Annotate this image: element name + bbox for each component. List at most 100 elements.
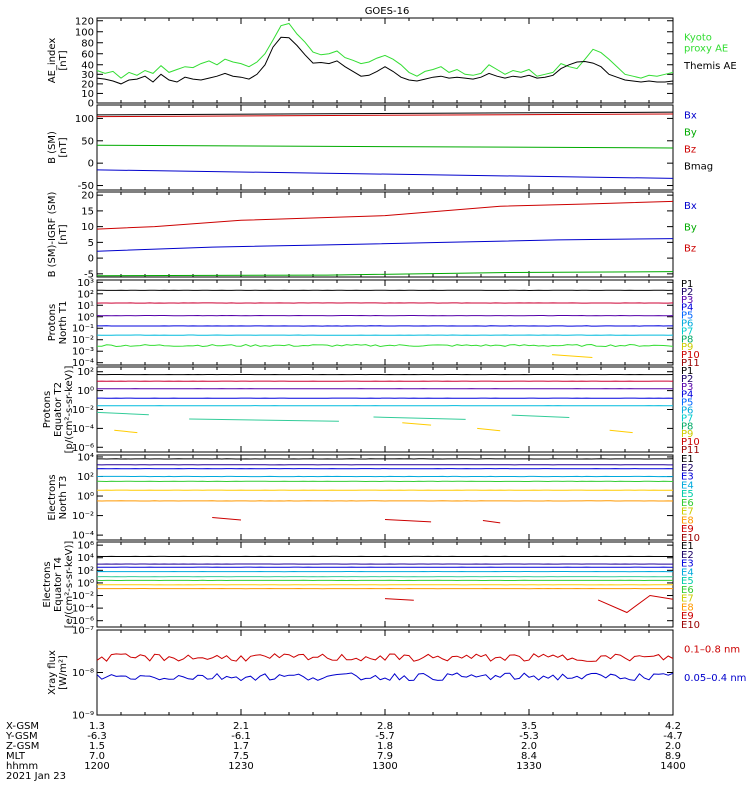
series-p9-segment xyxy=(552,354,593,359)
y-tick-label: 10⁶ xyxy=(77,541,94,552)
panel-frame xyxy=(96,279,674,366)
legend-label: P8 xyxy=(681,421,693,432)
legend-label: Kyoto proxy AE xyxy=(684,33,728,55)
legend-label: E4 xyxy=(681,567,694,578)
legend-label: P7 xyxy=(681,326,693,337)
y-tick-label: 10³ xyxy=(77,278,94,289)
panel-6: 10⁻⁴ 10⁻² 10⁰ 10² 10⁴ ElectronsNorth T3 E1E2E3… xyxy=(47,452,700,544)
legend-label: E8 xyxy=(681,602,694,613)
y-axis-label: Xray flux[W/m²] xyxy=(47,650,69,695)
legend-label: E9 xyxy=(681,524,694,535)
y-tick-label: 10⁻⁴ xyxy=(72,531,94,542)
legend-label: E3 xyxy=(681,472,694,483)
legend-label: P4 xyxy=(681,390,693,401)
y-tick-label: 10² xyxy=(77,472,94,483)
x-axis-tick-label: -6.3 xyxy=(87,731,107,742)
series-p6-segment xyxy=(96,411,149,416)
y-tick-label: 0 xyxy=(88,159,94,170)
legend-label: P10 xyxy=(681,437,700,448)
plot-title: GOES-16 xyxy=(365,6,410,17)
series-by xyxy=(96,271,674,277)
y-tick-label: 10⁻⁶ xyxy=(72,443,94,454)
y-tick-label: 10 xyxy=(81,222,94,233)
legend-label: E1 xyxy=(681,541,694,552)
legend-label: Themis AE xyxy=(683,61,737,72)
y-tick-label: 10⁻² xyxy=(72,511,94,522)
legend-label: Bx xyxy=(684,111,697,122)
x-axis-tick-label: 7.5 xyxy=(233,751,249,762)
y-tick-label: 10⁻¹ xyxy=(72,324,94,335)
x-axis-tick-label: 2.0 xyxy=(665,741,681,752)
y-axis-label: ElectronsNorth T3 xyxy=(47,474,69,520)
legend-label: By xyxy=(684,128,697,139)
legend-label: Bx xyxy=(684,201,697,212)
series-bmag xyxy=(96,111,674,116)
y-tick-label: 10¹ xyxy=(77,301,94,312)
panel-frame xyxy=(96,629,674,716)
legend-label: By xyxy=(684,222,697,233)
panel-frame xyxy=(96,454,674,541)
legend-label: P2 xyxy=(681,287,693,298)
x-axis-tick-label: -5.7 xyxy=(375,731,395,742)
y-tick-label: 10² xyxy=(77,566,94,577)
legend-label: E2 xyxy=(681,463,694,474)
y-tick-label: 20 xyxy=(81,191,94,202)
x-axis-tick-label: 1400 xyxy=(660,761,685,772)
legend-label: E2 xyxy=(681,550,694,561)
y-tick-label: 10⁻² xyxy=(72,335,94,346)
y-axis-label: B (SM)-IGRF (SM)[nT] xyxy=(47,192,69,278)
series-bz xyxy=(96,200,674,230)
y-tick-label: 10⁻⁸ xyxy=(72,668,94,679)
legend-label: P8 xyxy=(681,334,693,345)
legend-label: P7 xyxy=(681,413,693,424)
x-axis-tick-label: 2.8 xyxy=(377,721,393,732)
y-tick-label: 10⁻⁴ xyxy=(72,424,94,435)
x-axis-tick-label: 1200 xyxy=(84,761,109,772)
y-tick-label: 0 xyxy=(88,99,94,110)
series-p8-segment xyxy=(114,429,138,434)
legend-label: P3 xyxy=(681,382,693,393)
series-e9-segment xyxy=(384,518,432,523)
y-tick-label: 10⁻⁹ xyxy=(72,711,94,722)
y-tick-label: 10⁻⁴ xyxy=(72,358,94,369)
y-tick-label: 5 xyxy=(88,238,94,249)
x-axis-row-label: X-GSM xyxy=(6,721,39,732)
legend-label: P2 xyxy=(681,374,693,385)
y-tick-label: 10⁴ xyxy=(77,553,94,564)
series-p8-segment xyxy=(477,427,501,432)
legend-label: P5 xyxy=(681,311,693,322)
x-axis-tick-label: -6.1 xyxy=(231,731,251,742)
y-tick-label: 20 xyxy=(81,79,94,90)
y-tick-label: 10 xyxy=(81,89,94,100)
x-axis-tick-label: 1230 xyxy=(228,761,253,772)
y-tick-label: 100 xyxy=(75,114,94,125)
legend-label: E4 xyxy=(681,480,694,491)
series-p6-segment xyxy=(189,418,339,422)
legend-label: E6 xyxy=(681,585,694,596)
legend-label: P6 xyxy=(681,406,693,417)
y-tick-label: 10⁻⁶ xyxy=(72,616,94,627)
series-bx xyxy=(96,169,674,179)
y-tick-label: 10⁻² xyxy=(72,405,94,416)
series-e9-segment xyxy=(482,519,501,524)
legend-label: E7 xyxy=(681,507,694,518)
y-tick-label: 30 xyxy=(81,70,94,81)
legend-label: Bz xyxy=(684,244,696,255)
series-e9-segment xyxy=(384,598,414,601)
y-tick-label: 10⁰ xyxy=(77,492,94,503)
y-axis-label: AE_index[nT] xyxy=(47,38,69,84)
series-p6-segment xyxy=(373,416,466,420)
series-themis-ae xyxy=(96,36,674,85)
series-bz xyxy=(96,113,674,118)
y-tick-label: 10⁻² xyxy=(72,591,94,602)
legend-label: P10 xyxy=(681,350,700,361)
x-axis-row-label: Y-GSM xyxy=(5,731,38,742)
series-p8-segment xyxy=(402,422,432,426)
x-axis-row-label: hhmm xyxy=(6,761,38,772)
legend-label: E10 xyxy=(681,620,700,631)
legend-label: Bz xyxy=(684,145,696,156)
legend-label: E5 xyxy=(681,576,694,587)
x-axis-tick-label: 1330 xyxy=(516,761,541,772)
x-axis-tick-label: 4.2 xyxy=(665,721,681,732)
